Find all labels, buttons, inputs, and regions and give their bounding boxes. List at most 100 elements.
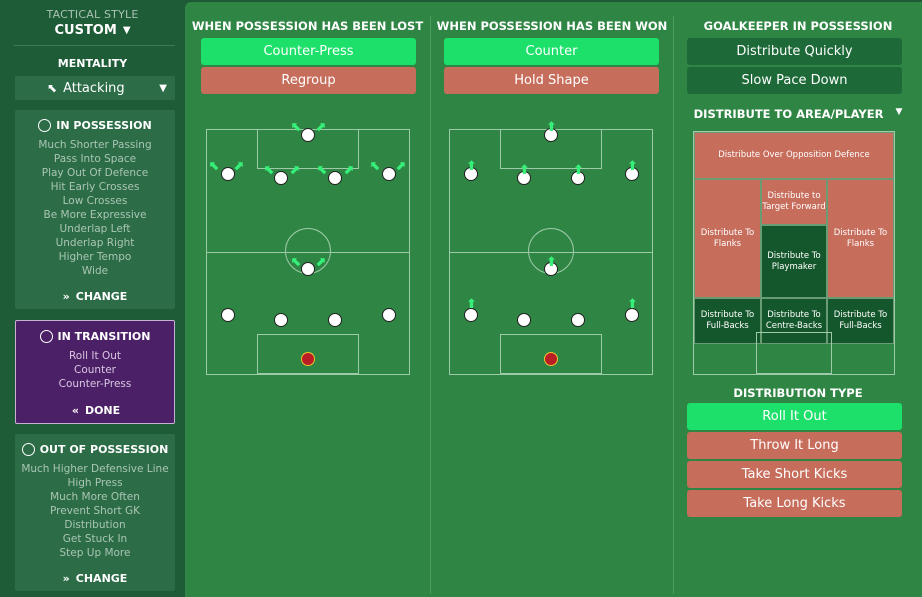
list-item: Step Up More xyxy=(59,547,131,559)
arrow-icon: ⬈ xyxy=(289,163,300,178)
player-marker xyxy=(328,171,342,185)
arrow-icon: ⬉ xyxy=(291,255,302,270)
in-possession-title: IN POSSESSION xyxy=(56,118,152,132)
divider xyxy=(430,16,431,594)
list-item: High Press xyxy=(67,477,123,489)
ball-icon xyxy=(21,442,35,456)
roll-it-out-option[interactable]: Roll It Out xyxy=(687,403,902,430)
cursor-arrow-icon: ⬉ xyxy=(47,81,58,95)
list-item: Higher Tempo xyxy=(58,251,132,263)
out-of-possession-title: OUT OF POSSESSION xyxy=(39,442,169,456)
throw-it-long-option[interactable]: Throw It Long xyxy=(687,432,902,459)
in-transition-header: IN TRANSITION xyxy=(16,323,174,349)
player-marker xyxy=(571,313,585,327)
change-label: CHANGE xyxy=(75,572,128,585)
arrow-icon: ⬈ xyxy=(315,255,326,270)
won-title: WHEN POSSESSION HAS BEEN WON xyxy=(436,19,668,33)
player-marker xyxy=(221,167,235,181)
list-item: Counter xyxy=(74,364,116,376)
player-marker xyxy=(464,308,478,322)
in-possession-change-button[interactable]: » CHANGE xyxy=(15,290,175,303)
distribute-quickly-option[interactable]: Distribute Quickly xyxy=(687,38,902,65)
zone-fb-right[interactable]: Distribute To Full-Backs xyxy=(827,298,894,344)
arrow-icon: ⬆ xyxy=(546,120,557,135)
tactical-style-label: TACTICAL STYLE xyxy=(46,8,139,21)
counter-press-option[interactable]: Counter-Press xyxy=(201,38,416,65)
player-marker xyxy=(382,167,396,181)
arrow-icon: ⬈ xyxy=(395,159,406,174)
mentality-label: MENTALITY xyxy=(57,57,128,70)
tactical-style-value: CUSTOM xyxy=(54,23,117,38)
arrow-icon: ⬉ xyxy=(209,159,220,174)
slow-pace-down-option[interactable]: Slow Pace Down xyxy=(687,67,902,94)
arrow-icon: ⬆ xyxy=(519,163,530,178)
arrow-icon: ⬆ xyxy=(546,255,557,270)
ball-icon xyxy=(38,118,52,132)
divider xyxy=(14,45,175,46)
distribute-area-dropdown[interactable]: DISTRIBUTE TO AREA/PLAYER ▼ xyxy=(674,107,922,121)
out-of-possession-header: OUT OF POSSESSION xyxy=(15,436,175,462)
zone-over-defence[interactable]: Distribute Over Opposition Defence xyxy=(694,132,894,179)
distribution-type-title: DISTRIBUTION TYPE xyxy=(733,386,863,400)
list-item: Pass Into Space xyxy=(53,153,137,165)
player-marker xyxy=(464,167,478,181)
transition-icon xyxy=(39,329,53,343)
out-of-possession-change-button[interactable]: » CHANGE xyxy=(15,572,175,585)
player-marker xyxy=(625,308,639,322)
list-item: Prevent Short GK xyxy=(49,505,140,517)
arrow-icon: ⬉ xyxy=(317,163,328,178)
change-label: CHANGE xyxy=(75,290,128,303)
goalkeeper-marker xyxy=(544,352,558,366)
arrow-icon: ⬈ xyxy=(233,159,244,174)
out-of-possession-list: Much Higher Defensive Line High Press Much… xyxy=(15,462,175,560)
list-item: Be More Expressive xyxy=(43,209,147,221)
bottom-penalty-box xyxy=(500,334,602,374)
zone-centre-backs[interactable]: Distribute To Centre-Backs xyxy=(761,298,827,344)
player-marker xyxy=(382,308,396,322)
list-item: Much Shorter Passing xyxy=(38,139,152,151)
mentality-value: Attacking xyxy=(63,80,125,96)
in-transition-panel: IN TRANSITION Roll It Out Counter Counter-… xyxy=(15,320,175,424)
done-label: DONE xyxy=(84,404,121,417)
in-possession-header: IN POSSESSION xyxy=(15,112,175,138)
chevron-down-icon: ▼ xyxy=(122,25,131,36)
zone-flanks-left[interactable]: Distribute To Flanks xyxy=(694,179,761,298)
in-transition-done-button[interactable]: « DONE xyxy=(16,404,176,417)
arrow-icon: ⬉ xyxy=(291,120,302,135)
chevron-down-icon: ▼ xyxy=(159,82,167,94)
double-chevron-right-icon: » xyxy=(62,572,70,585)
double-chevron-right-icon: » xyxy=(62,290,70,303)
take-long-kicks-option[interactable]: Take Long Kicks xyxy=(687,490,902,517)
regroup-option[interactable]: Regroup xyxy=(201,67,416,94)
penalty-box xyxy=(756,332,832,374)
hold-shape-option[interactable]: Hold Shape xyxy=(444,67,659,94)
in-transition-title: IN TRANSITION xyxy=(57,329,151,343)
list-item: Underlap Left xyxy=(59,223,131,235)
arrow-icon: ⬆ xyxy=(466,297,477,312)
player-marker xyxy=(274,313,288,327)
arrow-icon: ⬆ xyxy=(627,297,638,312)
transition-main-panel: WHEN POSSESSION HAS BEEN LOST Counter-Pr… xyxy=(185,2,922,597)
list-item: Distribution xyxy=(64,519,126,531)
player-marker xyxy=(274,171,288,185)
zone-fb-left[interactable]: Distribute To Full-Backs xyxy=(694,298,761,344)
arrow-icon: ⬉ xyxy=(370,159,381,174)
mentality-dropdown[interactable]: ⬉ Attacking ▼ xyxy=(15,76,175,100)
tactics-sidebar: TACTICAL STYLE CUSTOM ▼ MENTALITY ⬉ Atta… xyxy=(0,0,185,597)
player-marker xyxy=(544,128,558,142)
arrow-icon: ⬆ xyxy=(627,159,638,174)
list-item: Wide xyxy=(81,265,109,277)
list-item: Counter-Press xyxy=(58,378,132,390)
player-marker xyxy=(221,308,235,322)
distribution-pitch: Distribute Over Opposition Defence Distr… xyxy=(693,131,895,375)
zone-target-forward[interactable]: Distribute to Target Forward xyxy=(761,179,827,225)
take-short-kicks-option[interactable]: Take Short Kicks xyxy=(687,461,902,488)
tactical-style-selector[interactable]: CUSTOM ▼ xyxy=(0,23,185,38)
player-marker xyxy=(517,313,531,327)
zone-flanks-right[interactable]: Distribute To Flanks xyxy=(827,179,894,298)
list-item: Much More Often xyxy=(50,491,140,503)
double-chevron-left-icon: « xyxy=(71,404,79,417)
list-item: Hit Early Crosses xyxy=(50,181,140,193)
counter-option[interactable]: Counter xyxy=(444,38,659,65)
zone-playmaker[interactable]: Distribute To Playmaker xyxy=(761,225,827,298)
